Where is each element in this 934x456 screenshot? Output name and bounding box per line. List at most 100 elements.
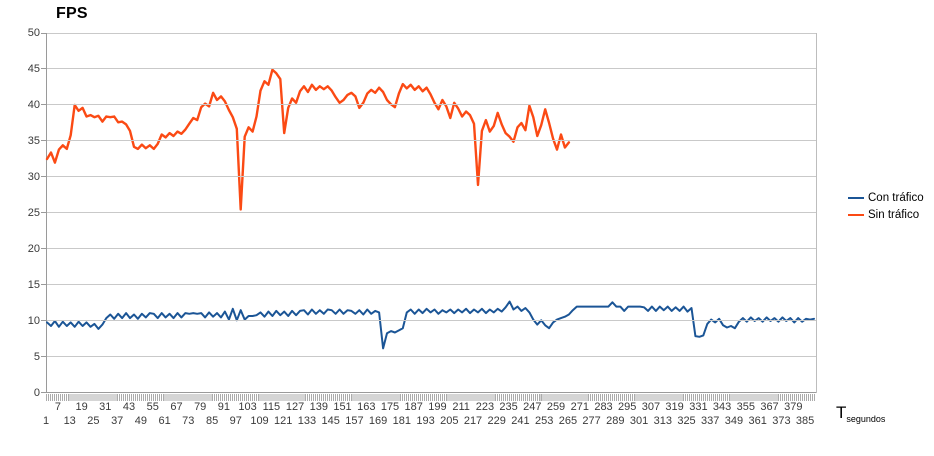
x-axis-label-97: 97 <box>229 415 242 427</box>
x-axis-label-25: 25 <box>87 415 100 427</box>
series-lines <box>45 68 815 350</box>
series-line-sin-trafico <box>45 68 571 211</box>
x-axis-label-385: 385 <box>795 415 815 427</box>
legend-item-con-trafico: Con tráfico <box>848 192 924 204</box>
x-axis-label-277: 277 <box>582 415 601 427</box>
x-axis-label-265: 265 <box>558 415 578 427</box>
x-axis-label-157: 157 <box>345 415 364 427</box>
x-axis-label-169: 169 <box>368 415 388 427</box>
x-axis-label-307: 307 <box>641 401 661 413</box>
x-axis-label-361: 361 <box>748 415 767 427</box>
legend-label-con-trafico: Con tráfico <box>868 192 924 204</box>
x-axis-label-61: 61 <box>158 415 171 427</box>
gridline-y-50 <box>47 33 816 34</box>
y-axis-tick <box>41 68 46 69</box>
x-axis-label-121: 121 <box>274 415 293 427</box>
gridline-y-0 <box>47 392 816 393</box>
x-axis-label-337: 337 <box>701 415 720 427</box>
x-axis-label-115: 115 <box>262 401 281 413</box>
x-axis-label-181: 181 <box>392 415 411 427</box>
x-axis-label-331: 331 <box>689 401 708 413</box>
x-axis-label-55: 55 <box>146 401 159 413</box>
x-axis-label-241: 241 <box>511 415 530 427</box>
x-axis-label-67: 67 <box>170 401 183 413</box>
y-axis-tick <box>41 356 46 357</box>
y-axis-label-15: 15 <box>27 279 40 291</box>
x-axis-label-175: 175 <box>380 401 400 413</box>
y-axis-label-10: 10 <box>27 315 40 327</box>
x-axis-label-211: 211 <box>452 401 470 413</box>
x-axis-label-283: 283 <box>594 401 613 413</box>
x-axis-label-187: 187 <box>404 401 423 413</box>
x-axis-label-229: 229 <box>487 415 506 427</box>
legend-swatch-con-trafico <box>848 197 864 199</box>
y-axis-tick <box>41 140 46 141</box>
x-axis-label-85: 85 <box>205 415 219 427</box>
x-axis-label-373: 373 <box>772 415 791 427</box>
x-axis-label-313: 313 <box>653 415 672 427</box>
x-axis-label-319: 319 <box>665 401 684 413</box>
chart-title: FPS <box>56 5 88 22</box>
y-axis-label-35: 35 <box>27 135 40 147</box>
x-axis-label-355: 355 <box>736 401 755 413</box>
y-axis-tick <box>41 176 46 177</box>
y-axis-label-5: 5 <box>33 351 40 363</box>
x-axis-label-301: 301 <box>629 415 649 427</box>
y-axis-label-45: 45 <box>27 63 40 75</box>
x-axis-label-217: 217 <box>463 415 483 427</box>
x-axis-labels-upper-row: 7 19 31 43 55 67 79 91 103 115 127 139 151 163 175 187 1… <box>46 401 815 414</box>
y-axis-label-30: 30 <box>27 171 40 183</box>
y-axis-tick <box>41 284 46 285</box>
gridline-y-10 <box>47 320 816 321</box>
y-axis-tick <box>41 104 46 105</box>
y-axis-label-50: 50 <box>27 27 40 39</box>
x-axis-label-7: 7 <box>54 401 61 413</box>
x-axis-label-235: 235 <box>499 401 518 413</box>
legend: Con tráfico Sin tráfico <box>848 192 924 221</box>
y-axis-tick <box>41 212 46 213</box>
gridline-y-25 <box>47 212 816 213</box>
gridline-y-35 <box>47 140 816 141</box>
series-line-con-trafico <box>46 300 815 350</box>
x-axis-title-main: T <box>836 403 847 422</box>
gridline-y-20 <box>47 248 816 249</box>
gridline-y-5 <box>47 356 816 357</box>
y-axis-label-40: 40 <box>27 99 40 111</box>
x-axis-labels-lower-row: 1 13 25 37 49 61 73 85 97 109 121 133 145 157 169 181 19… <box>43 415 815 428</box>
x-axis-label-193: 193 <box>416 415 435 427</box>
legend-item-sin-trafico: Sin tráfico <box>848 209 924 221</box>
x-axis-label-127: 127 <box>285 401 305 413</box>
y-axis-tick <box>41 320 46 321</box>
y-axis-tick <box>41 248 46 249</box>
x-axis-label-253: 253 <box>535 415 554 427</box>
y-axis-label-20: 20 <box>27 243 40 255</box>
x-axis-label-349: 349 <box>724 415 744 427</box>
x-axis-label-91: 91 <box>217 401 231 413</box>
x-axis-label-289: 289 <box>606 415 625 427</box>
plot-area <box>41 33 817 393</box>
x-axis-label-367: 367 <box>760 401 779 413</box>
gridline-y-45 <box>47 68 816 69</box>
x-axis-label-151: 151 <box>333 401 352 413</box>
gridline-y-30 <box>47 176 816 177</box>
x-axis-label-379: 379 <box>784 401 803 413</box>
y-axis-label-0: 0 <box>33 387 40 399</box>
x-axis-label-31: 31 <box>99 401 112 413</box>
x-axis-label-205: 205 <box>440 415 459 427</box>
x-axis-label-103: 103 <box>238 401 257 413</box>
x-axis-label-139: 139 <box>309 401 328 413</box>
x-axis-label-247: 247 <box>523 401 542 413</box>
x-axis-label-223: 223 <box>475 401 495 413</box>
gridline-y-40 <box>47 104 816 105</box>
x-axis-label-43: 43 <box>122 401 136 413</box>
y-axis-labels: 0 5 10 15 20 25 30 35 40 45 50 <box>0 27 40 399</box>
x-axis-label-145: 145 <box>321 415 340 427</box>
y-axis-label-25: 25 <box>27 207 40 219</box>
x-axis-label-325: 325 <box>677 415 696 427</box>
y-axis-tick <box>41 392 46 393</box>
y-axis-tick <box>41 33 46 34</box>
x-axis-label-79: 79 <box>194 401 207 413</box>
x-axis-label-133: 133 <box>297 415 317 427</box>
x-axis-label-343: 343 <box>712 401 732 413</box>
x-axis-title-sub: segundos <box>846 414 886 424</box>
